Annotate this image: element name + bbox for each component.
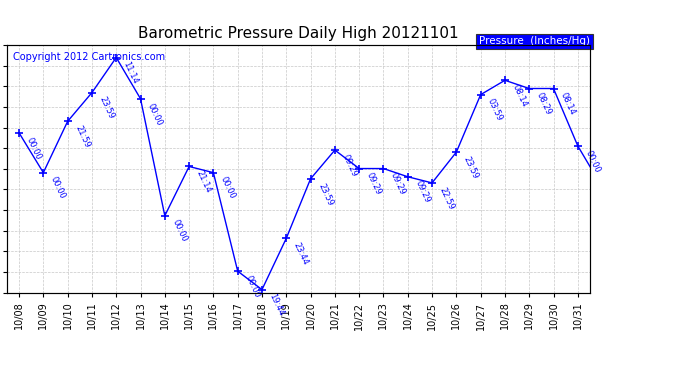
Text: 21:59: 21:59 (73, 124, 91, 150)
Text: 22:59: 22:59 (437, 186, 456, 211)
Text: Pressure  (Inches/Hg): Pressure (Inches/Hg) (479, 36, 590, 46)
Text: 00:00: 00:00 (146, 102, 164, 127)
Text: 08:14: 08:14 (559, 91, 578, 117)
Text: 23:44: 23:44 (292, 241, 310, 267)
Text: 00:00: 00:00 (583, 149, 602, 174)
Text: 03:59: 03:59 (486, 98, 504, 123)
Text: 09:29: 09:29 (389, 171, 407, 196)
Text: 09:29: 09:29 (365, 171, 383, 196)
Text: 23:59: 23:59 (97, 95, 116, 121)
Text: 23:59: 23:59 (462, 155, 480, 180)
Text: 23:59: 23:59 (316, 182, 335, 207)
Text: 09:29: 09:29 (340, 153, 359, 178)
Text: 00:00: 00:00 (49, 176, 67, 201)
Text: 00:00: 00:00 (244, 274, 262, 299)
Text: 08:14: 08:14 (511, 83, 529, 108)
Text: 00:00: 00:00 (170, 219, 188, 244)
Text: Copyright 2012 Cartronics.com: Copyright 2012 Cartronics.com (12, 53, 165, 62)
Text: 11:14: 11:14 (121, 60, 140, 86)
Text: 21:14: 21:14 (195, 169, 213, 195)
Text: 09:29: 09:29 (413, 180, 431, 205)
Text: 00:00: 00:00 (25, 136, 43, 161)
Title: Barometric Pressure Daily High 20121101: Barometric Pressure Daily High 20121101 (138, 26, 459, 41)
Text: 19:44: 19:44 (268, 292, 286, 318)
Text: 00:00: 00:00 (219, 176, 237, 201)
Text: 08:29: 08:29 (535, 91, 553, 117)
Text: 19:59: 19:59 (0, 374, 1, 375)
